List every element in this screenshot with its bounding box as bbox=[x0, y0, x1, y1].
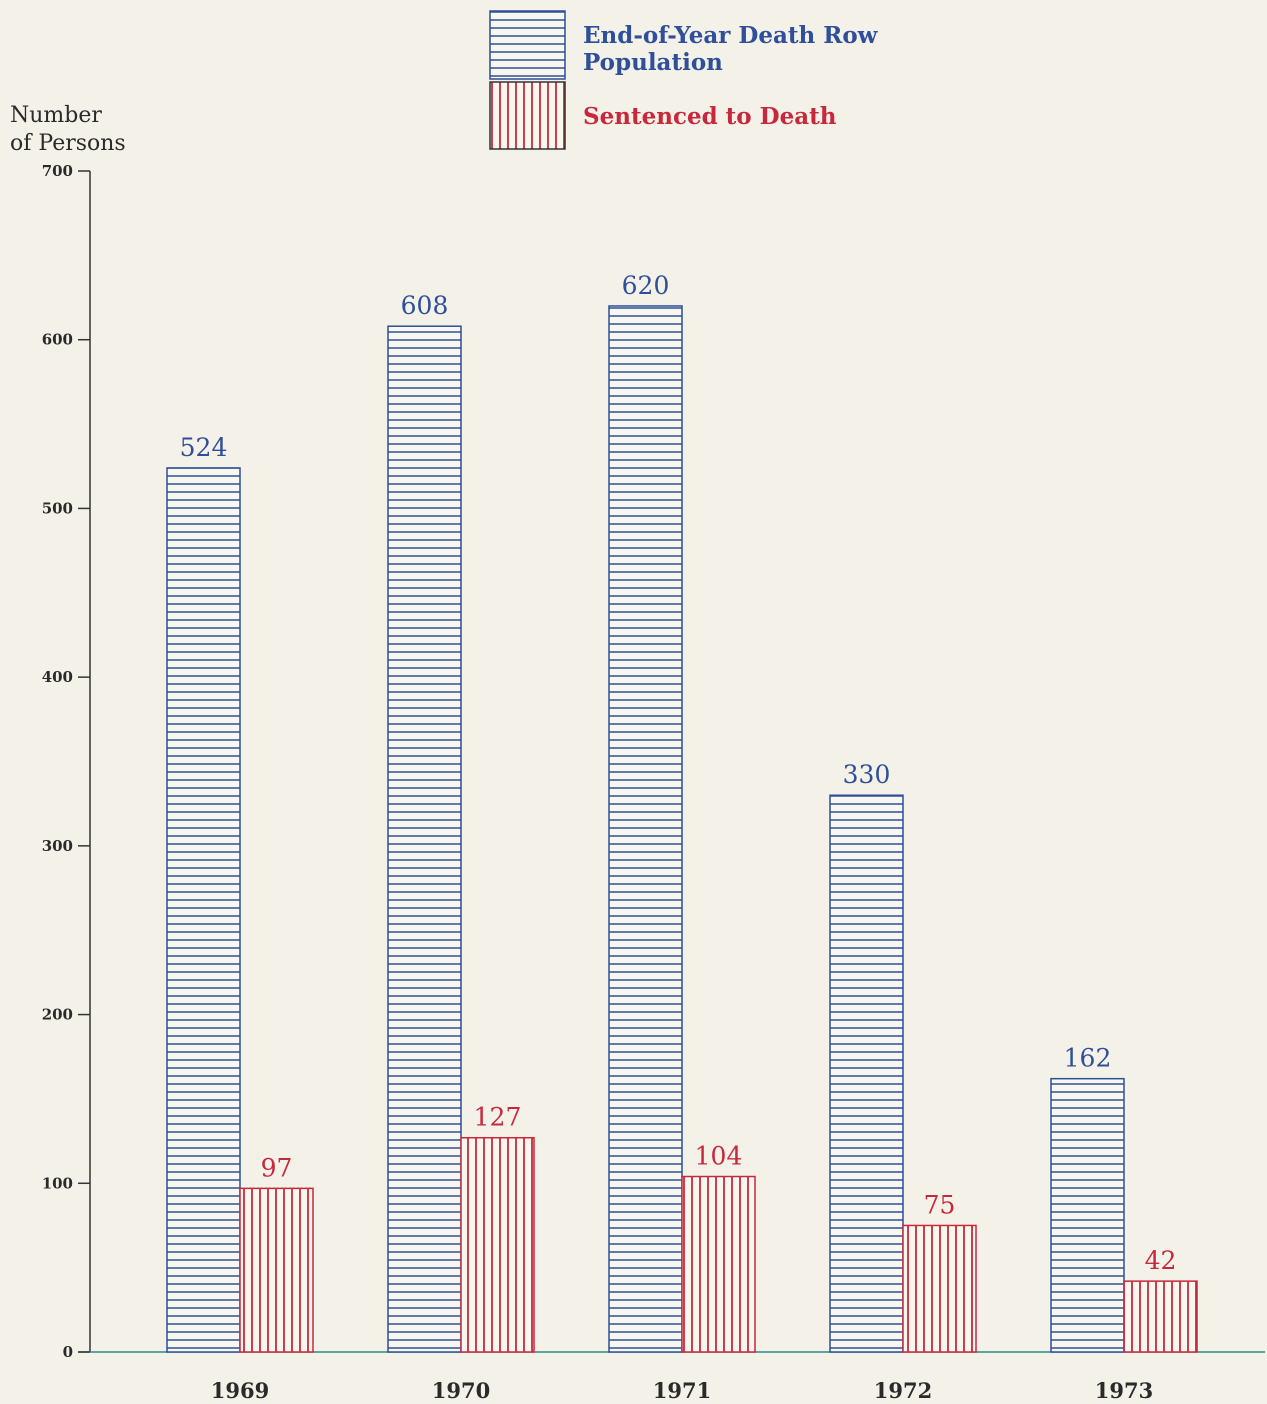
y-tick-label: 200 bbox=[42, 1006, 73, 1024]
x-tick-label: 1973 bbox=[1095, 1378, 1153, 1403]
axes: 0 100 200 300 400 500 600 700 1969 1970 1971 1972 19… bbox=[42, 162, 1265, 1403]
data-label: 524 bbox=[180, 433, 228, 462]
y-axis-label-line1: Number bbox=[10, 103, 102, 128]
bar-population-1969 bbox=[166, 467, 241, 1353]
y-tick-label: 600 bbox=[42, 331, 73, 349]
x-tick-label: 1969 bbox=[211, 1378, 269, 1403]
bar-sentenced-1969 bbox=[239, 1187, 314, 1353]
legend-label: Population bbox=[583, 49, 723, 76]
data-label: 330 bbox=[843, 760, 891, 789]
bars: 524 97 608 127 620 104 330 75 162 42 bbox=[166, 271, 1198, 1353]
data-label: 127 bbox=[474, 1103, 522, 1132]
y-axis-label-line2: of Persons bbox=[10, 131, 126, 156]
bar-population-1973 bbox=[1050, 1077, 1125, 1353]
y-tick-label: 300 bbox=[42, 837, 73, 855]
bar-sentenced-1970 bbox=[460, 1136, 535, 1353]
data-label: 97 bbox=[261, 1153, 293, 1182]
x-tick-label: 1971 bbox=[653, 1378, 711, 1403]
data-label: 42 bbox=[1145, 1246, 1177, 1275]
y-tick-label: 0 bbox=[63, 1343, 73, 1361]
data-label: 608 bbox=[401, 291, 449, 320]
bar-sentenced-1973 bbox=[1123, 1280, 1198, 1353]
data-label: 162 bbox=[1064, 1044, 1112, 1073]
legend-label: End-of-Year Death Row bbox=[583, 22, 879, 49]
legend-swatch-population bbox=[489, 10, 566, 80]
y-tick-label: 100 bbox=[42, 1174, 73, 1192]
bar-population-1970 bbox=[387, 325, 462, 1353]
data-label: 620 bbox=[622, 271, 670, 300]
y-tick-label: 500 bbox=[42, 499, 73, 517]
y-tick-label: 400 bbox=[42, 668, 73, 686]
bar-population-1972 bbox=[829, 794, 904, 1353]
data-label: 75 bbox=[924, 1190, 956, 1219]
bar-sentenced-1971 bbox=[681, 1175, 756, 1353]
bar-population-1971 bbox=[608, 305, 683, 1353]
x-tick-label: 1970 bbox=[432, 1378, 490, 1403]
legend-swatch-sentenced bbox=[489, 81, 566, 150]
x-tick-label: 1972 bbox=[874, 1378, 932, 1403]
bar-sentenced-1972 bbox=[902, 1224, 977, 1353]
legend-label: Sentenced to Death bbox=[583, 103, 837, 130]
data-label: 104 bbox=[695, 1142, 743, 1171]
y-tick-label: 700 bbox=[42, 162, 73, 180]
